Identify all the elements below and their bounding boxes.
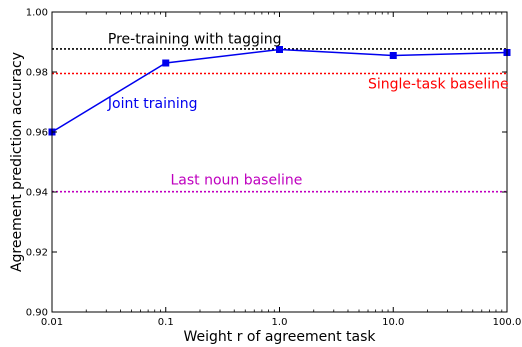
y-tick-label-1: 0.92 <box>26 248 48 259</box>
series-point-2 <box>276 46 283 53</box>
x-tick-label-2: 1.0 <box>272 317 288 328</box>
y-tick-label-2: 0.94 <box>26 188 48 199</box>
y-tick-label-4: 0.98 <box>26 68 48 79</box>
x-tick-label-0: 0.01 <box>41 317 63 328</box>
series-point-1 <box>162 59 170 67</box>
annotation-1: Single-task baseline <box>368 77 509 93</box>
y-tick-label-3: 0.96 <box>26 128 48 139</box>
x-axis-label: Weight r of agreement task <box>183 329 376 345</box>
series-point-3 <box>389 52 397 59</box>
x-tick-label-4: 100.0 <box>493 317 522 328</box>
annotations: Pre-training with tagging Single-task bas… <box>107 32 509 189</box>
annotation-0: Pre-training with tagging <box>108 32 282 48</box>
annotation-3: Last noun baseline <box>170 173 302 189</box>
annotation-2: Joint training <box>107 96 198 112</box>
axis-ticks: 0.01 0.1 1.0 10.0 100.0 0.90 0.92 0.94 0.96 0.98 1… <box>26 8 522 329</box>
x-tick-label-3: 10.0 <box>382 317 404 328</box>
y-tick-label-5: 1.00 <box>26 8 48 19</box>
y-axis-label: Agreement prediction accuracy <box>9 52 25 272</box>
y-tick-label-0: 0.90 <box>26 308 48 319</box>
x-tick-label-1: 0.1 <box>158 317 174 328</box>
